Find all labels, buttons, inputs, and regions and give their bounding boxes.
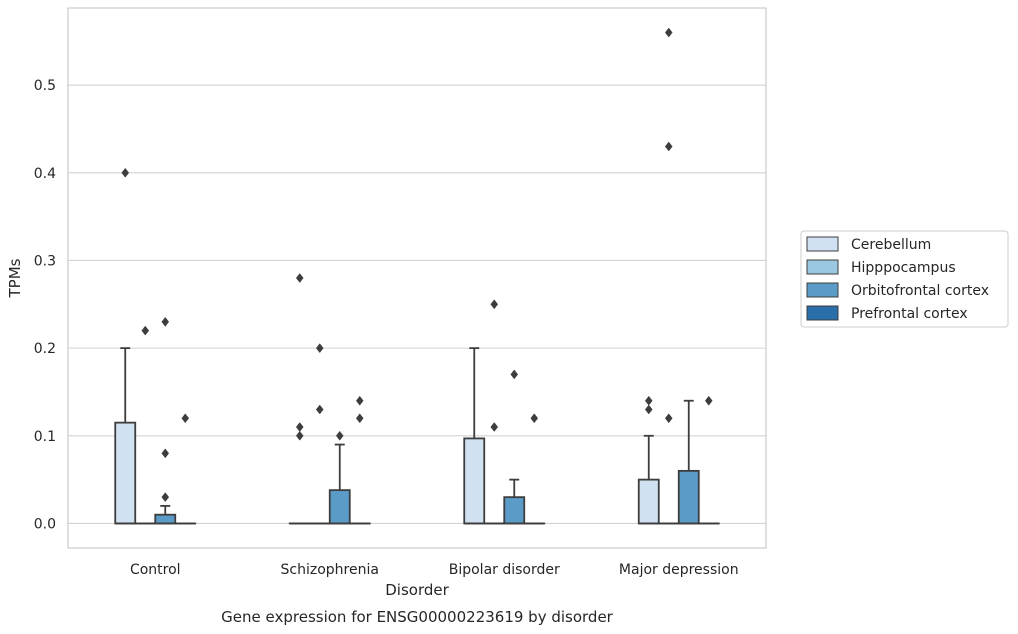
x-tick-label: Bipolar disorder <box>449 562 560 578</box>
outlier-point <box>664 413 673 424</box>
outlier-point <box>121 167 130 178</box>
y-tick-label: 0.1 <box>34 429 56 445</box>
legend: Cerebellum Hipppocampus Orbitofrontal cort… <box>800 230 1009 328</box>
x-axis-title: Disorder <box>385 581 449 599</box>
outlier-point <box>161 316 170 327</box>
box-orbitofrontal-cortex <box>503 369 526 525</box>
x-tick-label: Major depression <box>619 562 739 578</box>
box-prefrontal-cortex <box>174 413 197 525</box>
legend-swatch <box>806 259 839 275</box>
outlier-point <box>510 369 519 380</box>
legend-label: Cerebellum <box>851 237 931 253</box>
y-axis-title: TPMs <box>6 258 24 298</box>
y-tick-label: 0.2 <box>34 341 56 357</box>
plot-background <box>68 8 766 548</box>
box-cerebellum <box>114 167 137 525</box>
outlier-point <box>490 299 499 310</box>
y-tick-labels: 0.0 0.1 0.2 0.3 0.4 0.5 <box>34 78 56 532</box>
chart-caption: Gene expression for ENSG00000223619 by d… <box>221 608 614 626</box>
outlier-point <box>530 413 539 424</box>
outlier-point <box>704 395 713 406</box>
box-body <box>463 437 486 525</box>
y-tick-label: 0.4 <box>34 166 56 182</box>
y-tick-label: 0.5 <box>34 78 56 94</box>
box-hipppocampus <box>483 299 506 525</box>
box-body <box>154 513 177 525</box>
plot-frame <box>67 7 767 549</box>
box-cerebellum <box>637 395 660 525</box>
outlier-point <box>644 404 653 415</box>
outlier-point <box>295 273 304 283</box>
outlier-point <box>161 448 170 459</box>
legend-swatch <box>806 236 839 252</box>
outlier-point <box>355 395 364 406</box>
outlier-point <box>664 141 673 152</box>
box-body <box>677 469 700 525</box>
outlier-point <box>161 492 170 503</box>
outlier-point <box>315 404 324 415</box>
box-prefrontal-cortex <box>697 395 720 525</box>
box-layer <box>114 27 720 525</box>
y-tick-label: 0.0 <box>34 516 56 532</box>
legend-frame <box>800 230 1009 328</box>
legend-swatch <box>806 282 839 298</box>
outlier-point <box>295 430 304 441</box>
box-orbitofrontal-cortex <box>677 399 700 525</box>
legend-label: Prefrontal cortex <box>851 306 968 322</box>
legend-label: Hipppocampus <box>851 260 956 276</box>
x-tick-labels: Control Schizophrenia Bipolar disorder Majo… <box>130 562 739 578</box>
legend-swatch <box>806 305 839 321</box>
outlier-point <box>490 422 499 432</box>
y-tick-label: 0.3 <box>34 253 56 269</box>
outlier-point <box>181 413 190 424</box>
box-body <box>114 421 137 525</box>
box-body <box>328 489 351 525</box>
box-prefrontal-cortex <box>348 395 371 525</box>
box-orbitofrontal-cortex <box>154 316 177 525</box>
x-tick-label: Control <box>130 562 181 578</box>
outlier-point <box>315 343 324 354</box>
box-body <box>503 496 526 525</box>
outlier-point <box>335 430 344 441</box>
box-prefrontal-cortex <box>523 413 546 525</box>
outlier-point <box>141 325 150 336</box>
box-cerebellum <box>463 347 486 525</box>
x-tick-label: Schizophrenia <box>281 562 379 578</box>
outlier-point <box>355 413 364 424</box>
box-body <box>637 478 660 525</box>
box-orbitofrontal-cortex <box>328 430 351 525</box>
outlier-point <box>664 27 673 38</box>
legend-label: Orbitofrontal cortex <box>851 283 989 299</box>
